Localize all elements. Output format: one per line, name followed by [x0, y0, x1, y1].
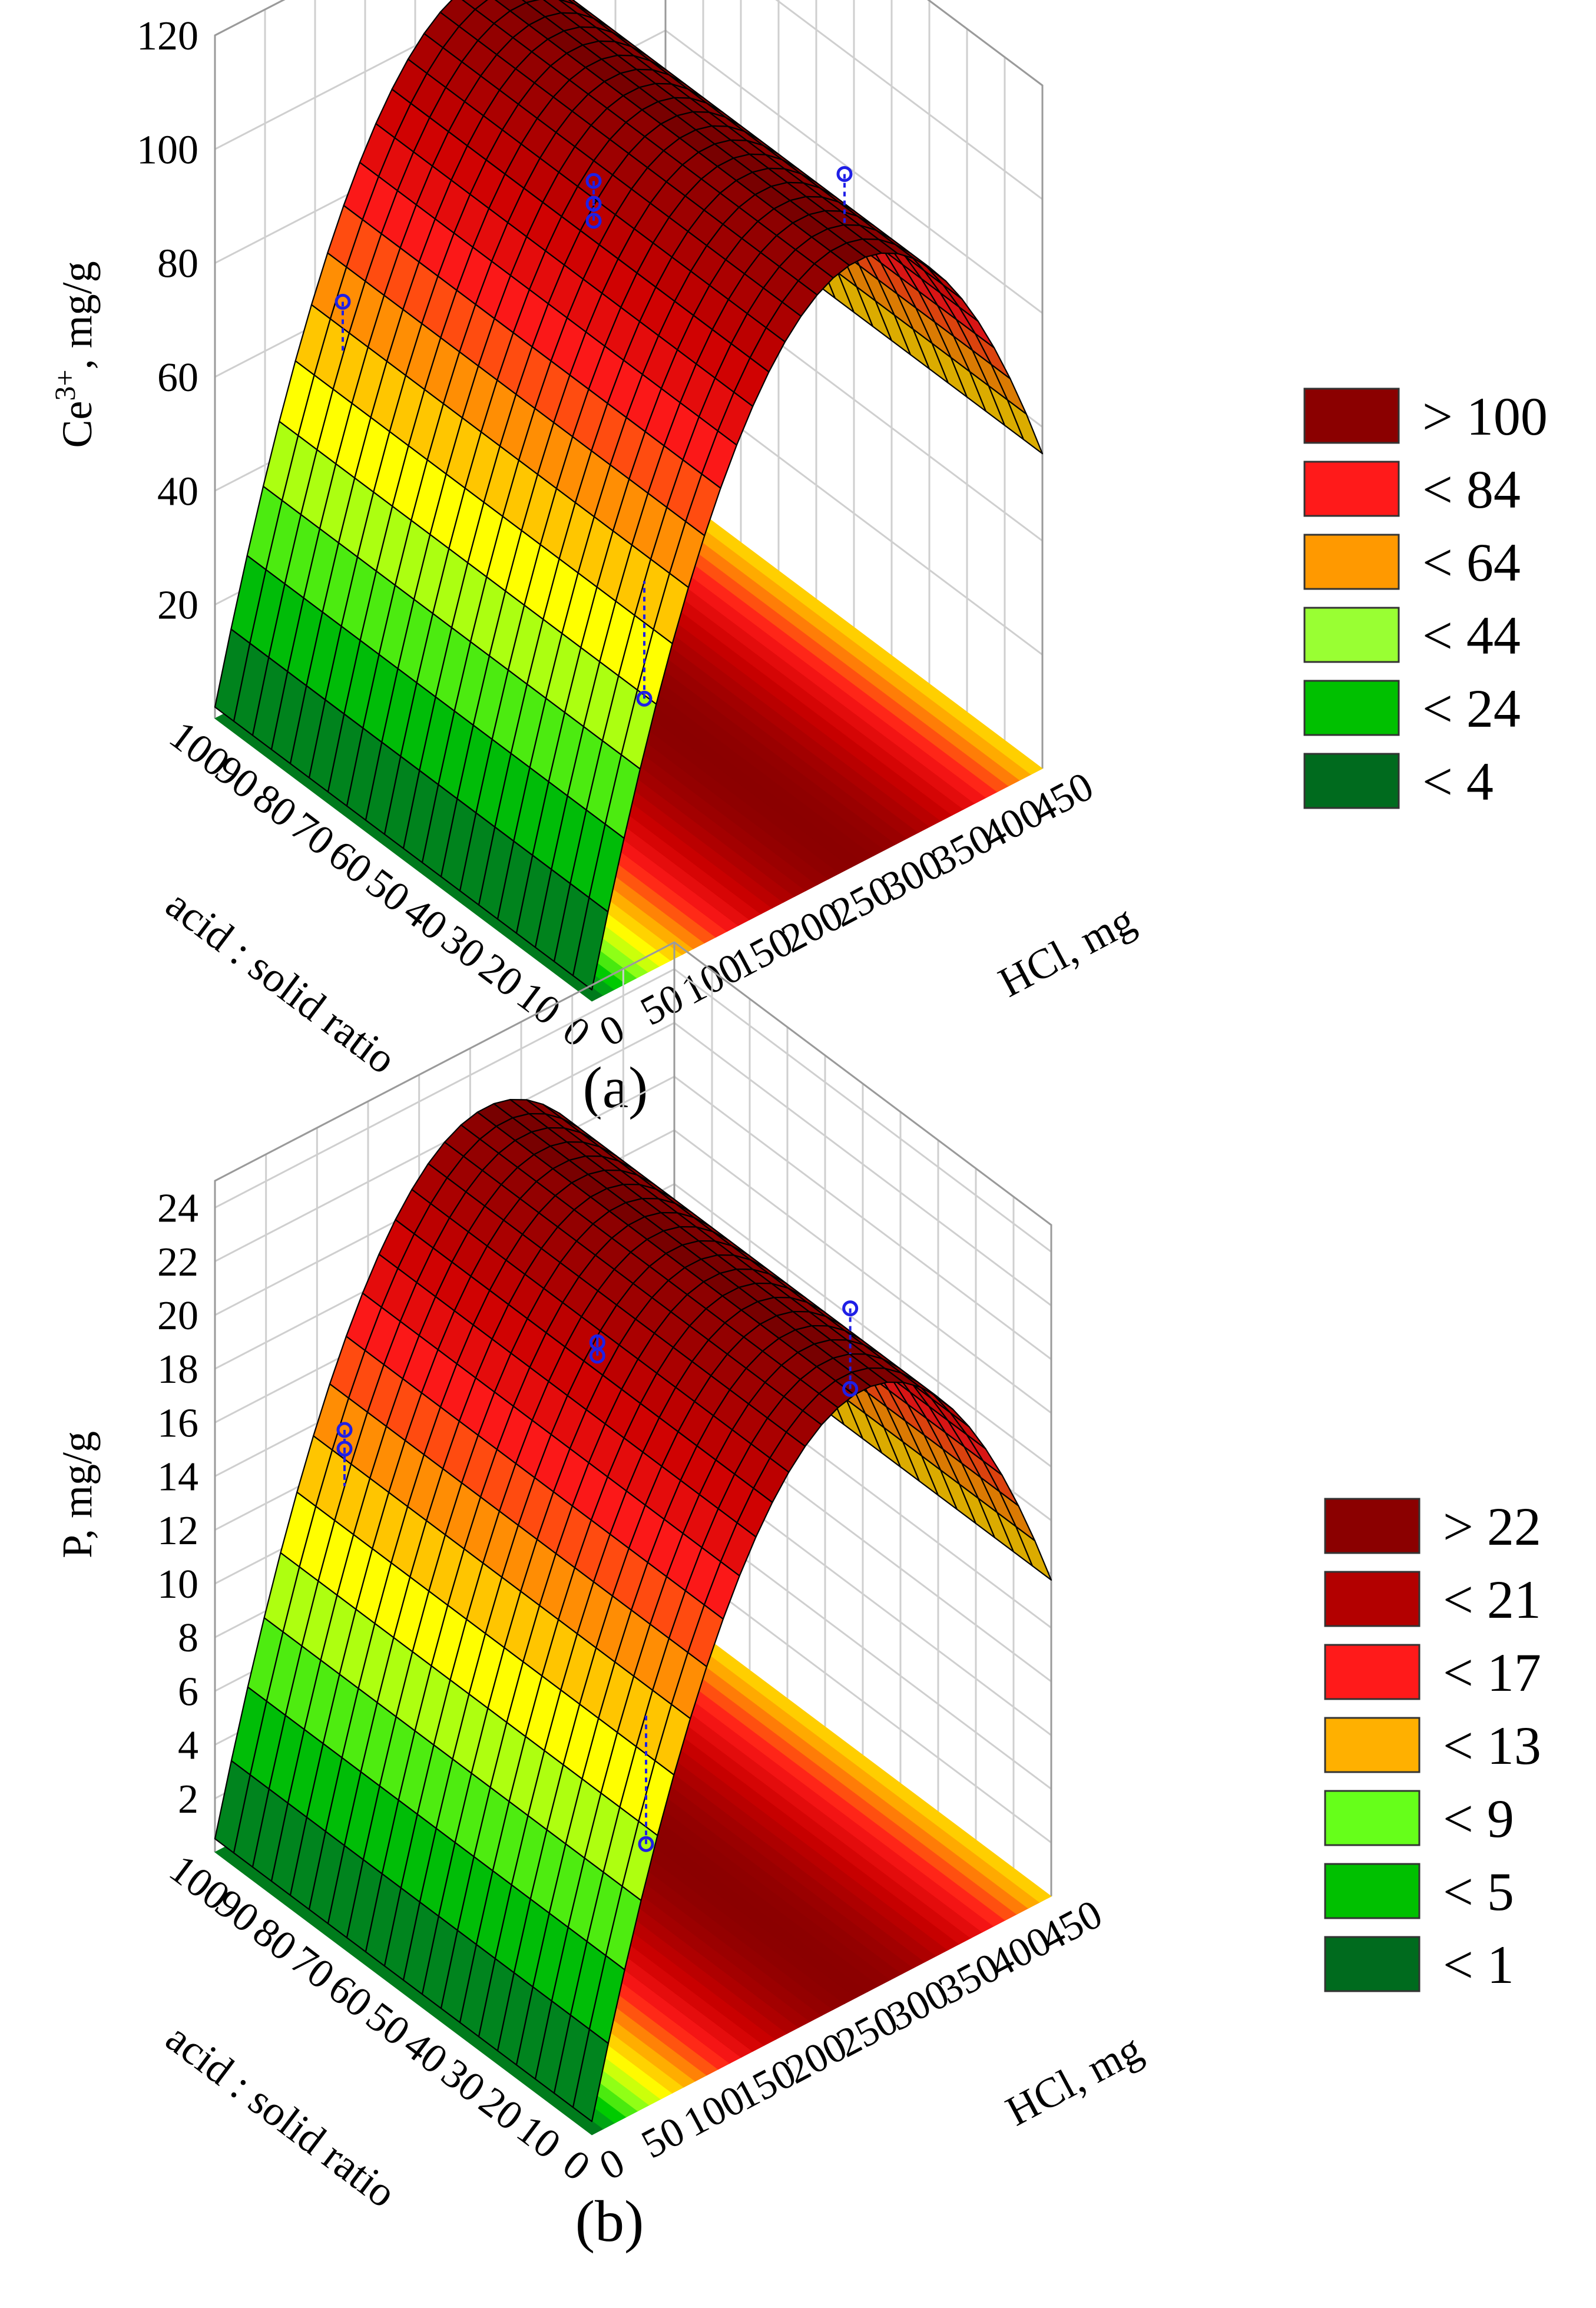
legend-label: < 4 [1422, 751, 1494, 812]
x-tick-label: 0 [554, 2141, 598, 2190]
observed-point [842, 1300, 859, 1317]
legend-label: > 100 [1422, 386, 1548, 446]
legend-swatch [1303, 388, 1400, 444]
x-axis-title: acid : solid ratio [157, 2014, 405, 2217]
x-axis-title: acid : solid ratio [157, 880, 405, 1083]
z-tick-label: 12 [157, 1508, 198, 1554]
legend-label: < 13 [1443, 1716, 1541, 1776]
z-axis-title: P, mg/g [54, 1431, 101, 1558]
z-tick-label: 24 [157, 1186, 198, 1231]
observed-point [335, 293, 351, 310]
y-axis-title: HCl, mg [991, 896, 1143, 1006]
legend: > 22 < 21 < 17 < 13 < 9 < 5 < 1 [1324, 1496, 1541, 1995]
legend-label: < 17 [1443, 1643, 1541, 1703]
legend-swatch [1324, 1790, 1420, 1846]
legend-swatch [1303, 680, 1400, 736]
legend-label: < 84 [1422, 459, 1521, 519]
response-surface [214, 1098, 1052, 2122]
observed-point [336, 1422, 353, 1438]
z-tick-label: 18 [157, 1347, 198, 1392]
x-tick-label: 0 [554, 1008, 598, 1057]
legend-swatch [1324, 1571, 1420, 1627]
legend-swatch [1324, 1863, 1420, 1919]
z-tick-label: 6 [178, 1669, 198, 1714]
legend-swatch [1303, 461, 1400, 517]
observed-point [842, 1380, 859, 1397]
z-tick-label: 120 [137, 14, 198, 59]
z-tick-label: 14 [157, 1455, 198, 1500]
z-tick-label: 10 [157, 1562, 198, 1607]
legend-label: > 22 [1443, 1496, 1541, 1557]
legend-label: < 44 [1422, 605, 1521, 665]
y-axis-title: HCl, mg [998, 2025, 1150, 2135]
legend-label: < 1 [1443, 1935, 1514, 1995]
z-tick-label: 16 [157, 1400, 198, 1446]
z-tick-label: 2 [178, 1777, 198, 1822]
legend-label: < 24 [1422, 678, 1521, 739]
legend-swatch [1324, 1717, 1420, 1773]
observed-point [636, 690, 653, 707]
observed-point [638, 1836, 654, 1852]
z-tick-label: 20 [157, 583, 198, 628]
legend-swatch [1303, 753, 1400, 809]
legend-label: < 9 [1443, 1789, 1514, 1849]
z-axis-title: Ce3+, mg/g [48, 261, 101, 448]
z-tick-label: 22 [157, 1240, 198, 1285]
legend-swatch [1303, 534, 1400, 590]
observed-point [589, 1347, 605, 1364]
observed-points [335, 165, 853, 707]
surface-cell [572, 2028, 609, 2122]
legend-swatch [1303, 607, 1400, 663]
response-surface [214, 0, 1044, 991]
z-tick-label: 20 [157, 1293, 198, 1339]
legend-label: < 21 [1443, 1569, 1541, 1630]
observed-point [585, 213, 602, 229]
legend-label: < 5 [1443, 1862, 1514, 1922]
observed-point [585, 173, 602, 189]
wall-frame [214, 0, 1044, 769]
legend-swatch [1324, 1936, 1420, 1992]
legend-swatch [1324, 1644, 1420, 1700]
z-tick-label: 100 [137, 127, 198, 173]
observed-point [336, 1441, 353, 1457]
z-tick-label: 80 [157, 241, 198, 287]
observed-point [836, 165, 853, 182]
legend-label: < 64 [1422, 532, 1521, 592]
legend-swatch [1324, 1498, 1420, 1554]
z-tick-label: 8 [178, 1615, 198, 1661]
observed-points [336, 1300, 859, 1852]
wall-grid-line [214, 0, 1043, 200]
legend: > 100 < 84 < 64 < 44 < 24 < 4 [1303, 386, 1548, 812]
z-tick-label: 4 [178, 1723, 198, 1769]
y-tick-label: 0 [592, 2140, 632, 2189]
surface-cell [572, 897, 609, 991]
panel-caption: (b) [575, 2188, 644, 2254]
z-tick-label: 40 [157, 469, 198, 514]
z-tick-label: 60 [157, 355, 198, 400]
